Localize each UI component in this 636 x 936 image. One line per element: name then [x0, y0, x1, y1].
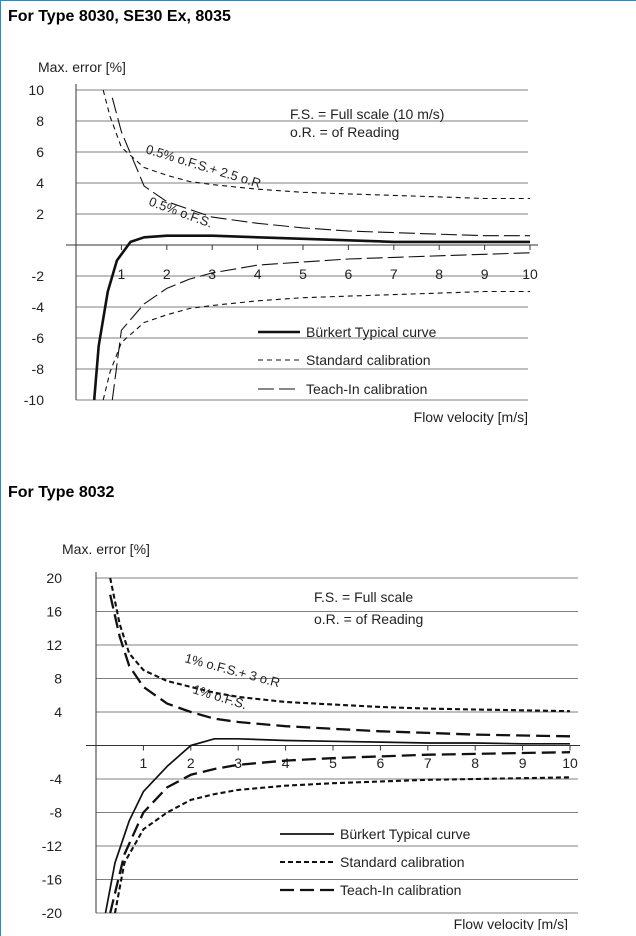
y-tick-label: -2 [32, 268, 45, 284]
series-line-long-dash [111, 97, 530, 237]
y-tick-label: -4 [50, 771, 63, 787]
note-text: F.S. = Full scale (10 m/s) [290, 106, 444, 122]
x-axis-label: Flow velocity [m/s] [414, 409, 528, 425]
y-tick-label: 16 [46, 604, 62, 620]
y-tick-label: 4 [36, 175, 44, 191]
error-chart-8030: 10 8 6 4 2 -2 -4 -6 -8 -10 1 2 3 4 5 6 7 8 9 10 Max. error [… [24, 59, 538, 425]
series-line-thick-solid [92, 234, 530, 401]
legend-label: Standard calibration [340, 854, 465, 870]
y-tick-label: 10 [28, 82, 44, 98]
x-tick-label: 2 [163, 266, 171, 282]
curve-annotation: 0.5% o.F.S. [147, 194, 215, 231]
series-line-solid [104, 737, 570, 914]
x-tick-label: 7 [424, 755, 432, 771]
curve-annotation: 0.5% o.F.S.+ 2.5 o.R [144, 142, 263, 191]
x-tick-label: 1 [140, 755, 148, 771]
series-line-long-dash [111, 252, 531, 401]
y-axis-label: Max. error [%] [62, 541, 150, 557]
section-heading-8030: For Type 8030, SE30 Ex, 8035 [8, 8, 231, 25]
y-tick-label: -12 [42, 838, 62, 854]
x-tick-label: 8 [435, 266, 443, 282]
x-tick-label: 5 [329, 755, 337, 771]
y-tick-label: -8 [32, 361, 45, 377]
series-line-short-dash [102, 89, 530, 200]
y-tick-label: 12 [46, 637, 62, 653]
section-heading-8032: For Type 8032 [8, 484, 115, 501]
y-tick-label: 20 [46, 570, 62, 586]
curve-annotation: 1% o.F.S. [191, 682, 249, 713]
series-line-bold-long-dash [109, 594, 571, 738]
x-tick-label: 9 [519, 755, 527, 771]
series-line-bold-short-dash [113, 776, 571, 914]
legend-label: Bürkert Typical curve [306, 324, 437, 340]
y-tick-label: -6 [32, 330, 45, 346]
x-tick-label: 1 [118, 266, 126, 282]
legend-label: Bürkert Typical curve [340, 826, 471, 842]
x-tick-label: 6 [377, 755, 385, 771]
x-tick-label: 8 [471, 755, 479, 771]
x-tick-label: 7 [390, 266, 398, 282]
x-tick-label: 2 [187, 755, 195, 771]
x-tick-label: 3 [234, 755, 242, 771]
note-text: o.R. = of Reading [290, 124, 399, 140]
y-tick-label: -4 [32, 299, 45, 315]
y-tick-label: 6 [36, 144, 44, 160]
x-tick-label: 6 [345, 266, 353, 282]
y-tick-label: -16 [42, 872, 62, 888]
y-tick-label: -20 [42, 905, 62, 921]
y-tick-label: -8 [50, 805, 63, 821]
series-line-bold-long-dash [109, 751, 571, 914]
note-text: o.R. = of Reading [314, 611, 423, 627]
x-tick-label: 4 [282, 755, 290, 771]
x-axis-label: Flow velocity [m/s] [454, 916, 568, 930]
legend-label: Teach-In calibration [306, 381, 427, 397]
legend-label: Standard calibration [306, 352, 431, 368]
x-tick-label: 3 [208, 266, 216, 282]
series-line-short-dash [102, 290, 530, 401]
x-tick-label: 9 [481, 266, 489, 282]
y-tick-label: 2 [36, 206, 44, 222]
x-tick-label: 5 [299, 266, 307, 282]
note-text: F.S. = Full scale [314, 589, 413, 605]
x-tick-label: 10 [562, 755, 578, 771]
y-tick-label: -10 [24, 392, 44, 408]
y-tick-label: 4 [54, 704, 62, 720]
x-tick-label: 4 [254, 266, 262, 282]
series-line-bold-short-dash [109, 577, 571, 713]
x-tick-label: 10 [522, 266, 538, 282]
legend-label: Teach-In calibration [340, 882, 461, 898]
y-tick-label: 8 [54, 671, 62, 687]
y-tick-label: 8 [36, 113, 44, 129]
y-axis-label: Max. error [%] [38, 59, 126, 75]
